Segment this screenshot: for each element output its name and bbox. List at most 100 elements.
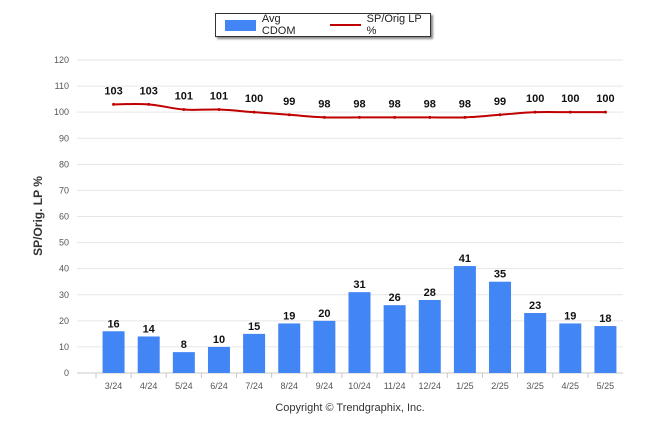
line-data-label: 100 (596, 93, 614, 105)
y-tick-label: 10 (59, 342, 69, 352)
bar-data-label: 23 (529, 300, 541, 312)
line-point (252, 110, 256, 114)
y-tick-label: 90 (59, 133, 69, 143)
bar (313, 320, 336, 373)
x-tick-label: 2/25 (491, 381, 509, 391)
x-tick-label: 4/25 (562, 381, 580, 391)
y-tick-label: 70 (59, 185, 69, 195)
bar-data-label: 18 (599, 313, 611, 325)
line-data-label: 101 (210, 91, 228, 103)
x-tick-label: 3/25 (526, 381, 544, 391)
line-point (287, 113, 291, 117)
bar-data-label: 31 (353, 279, 365, 291)
bar (418, 299, 441, 373)
bar (524, 313, 547, 373)
line-point (603, 110, 607, 114)
y-tick-label: 30 (59, 290, 69, 300)
x-tick-label: 11/24 (384, 381, 406, 391)
bar (137, 336, 160, 373)
x-tick-label: 4/24 (140, 381, 158, 391)
bar-data-label: 15 (248, 321, 260, 333)
bar (594, 326, 617, 373)
bar-series: 16 14 8 10 15 19 20 31 26 28 41 35 23 19 18 (102, 253, 617, 373)
x-tick-label: 5/25 (597, 381, 615, 391)
x-axis-ticks: 3/24 4/24 5/24 6/24 7/24 8/24 9/24 10/24 11/24 12… (95, 373, 615, 391)
bar (243, 333, 266, 373)
line-point (112, 102, 116, 106)
copyright: Copyright © Trendgraphix, Inc. (275, 402, 425, 414)
line-data-label: 98 (353, 98, 365, 110)
y-tick-label: 120 (54, 55, 69, 65)
x-tick-label: 12/24 (419, 381, 442, 391)
legend-item-line: SP/Orig LP % (329, 13, 430, 37)
bar-data-label: 16 (107, 318, 119, 330)
line-data-label: 100 (526, 93, 544, 105)
bar-data-label: 35 (494, 269, 506, 281)
line-point (428, 115, 432, 119)
line-point (217, 108, 221, 112)
bar-data-label: 28 (424, 287, 436, 299)
line-series: 103 103 101 101 100 99 98 98 98 98 98 99 100 100 100 (104, 85, 615, 119)
x-tick-label: 1/25 (456, 381, 474, 391)
y-tick-label: 80 (59, 159, 69, 169)
x-tick-label: 8/24 (280, 381, 298, 391)
bar-data-label: 8 (181, 339, 187, 351)
bar-data-label: 14 (143, 323, 156, 335)
line-data-label: 99 (494, 96, 506, 108)
line-data-label: 103 (140, 85, 158, 97)
y-tick-label: 40 (59, 264, 69, 274)
y-axis-ticks: 0 10 20 30 40 50 60 70 80 90 100 110 120 (54, 55, 69, 378)
y-tick-label: 100 (54, 107, 69, 117)
legend: Avg CDOM SP/Orig LP % (215, 13, 431, 37)
line-point (568, 110, 572, 114)
bar-data-label: 10 (213, 334, 225, 346)
y-tick-label: 50 (59, 238, 69, 248)
legend-swatch-line (329, 24, 361, 26)
line-point (393, 115, 397, 119)
y-tick-label: 110 (55, 81, 69, 91)
legend-label-line: SP/Orig LP % (366, 13, 422, 37)
x-tick-label: 10/24 (348, 381, 371, 391)
line-data-label: 100 (561, 93, 579, 105)
line-data-label: 103 (104, 85, 122, 97)
bar-data-label: 19 (564, 310, 576, 322)
line-data-label: 98 (424, 98, 436, 110)
line-data-label: 101 (175, 91, 193, 103)
line-point (322, 115, 326, 119)
line-point (182, 108, 186, 112)
x-tick-label: 7/24 (245, 381, 263, 391)
y-tick-label: 0 (64, 368, 69, 378)
line-data-label: 98 (459, 98, 471, 110)
line-data-label: 99 (283, 96, 295, 108)
line-point (498, 113, 502, 117)
bar-data-label: 26 (389, 292, 401, 304)
line-point (533, 110, 537, 114)
x-tick-label: 6/24 (210, 381, 228, 391)
legend-label-bar: Avg CDOM (261, 13, 296, 37)
line-data-label: 98 (389, 98, 401, 110)
y-tick-label: 20 (59, 316, 69, 326)
y-tick-label: 60 (59, 212, 69, 222)
line-point (147, 102, 151, 106)
bar (453, 266, 476, 373)
bar-data-label: 20 (318, 308, 330, 320)
bar (348, 292, 371, 373)
bar (559, 323, 582, 373)
bar (102, 331, 125, 373)
legend-swatch-bar (225, 19, 256, 31)
bar-data-label: 41 (459, 253, 471, 265)
line-point (463, 115, 467, 119)
x-tick-label: 5/24 (175, 381, 193, 391)
line-data-label: 98 (318, 98, 330, 110)
x-tick-label: 9/24 (316, 381, 334, 391)
x-tick-label: 3/24 (105, 381, 123, 391)
bar (383, 305, 406, 373)
y-axis-title: SP/Orig. LP % (31, 176, 45, 256)
bar (278, 323, 301, 373)
bar (172, 352, 195, 373)
bar (207, 346, 230, 373)
legend-item-bar: Avg CDOM (225, 13, 314, 37)
bar-data-label: 19 (283, 310, 295, 322)
bar (489, 281, 512, 373)
